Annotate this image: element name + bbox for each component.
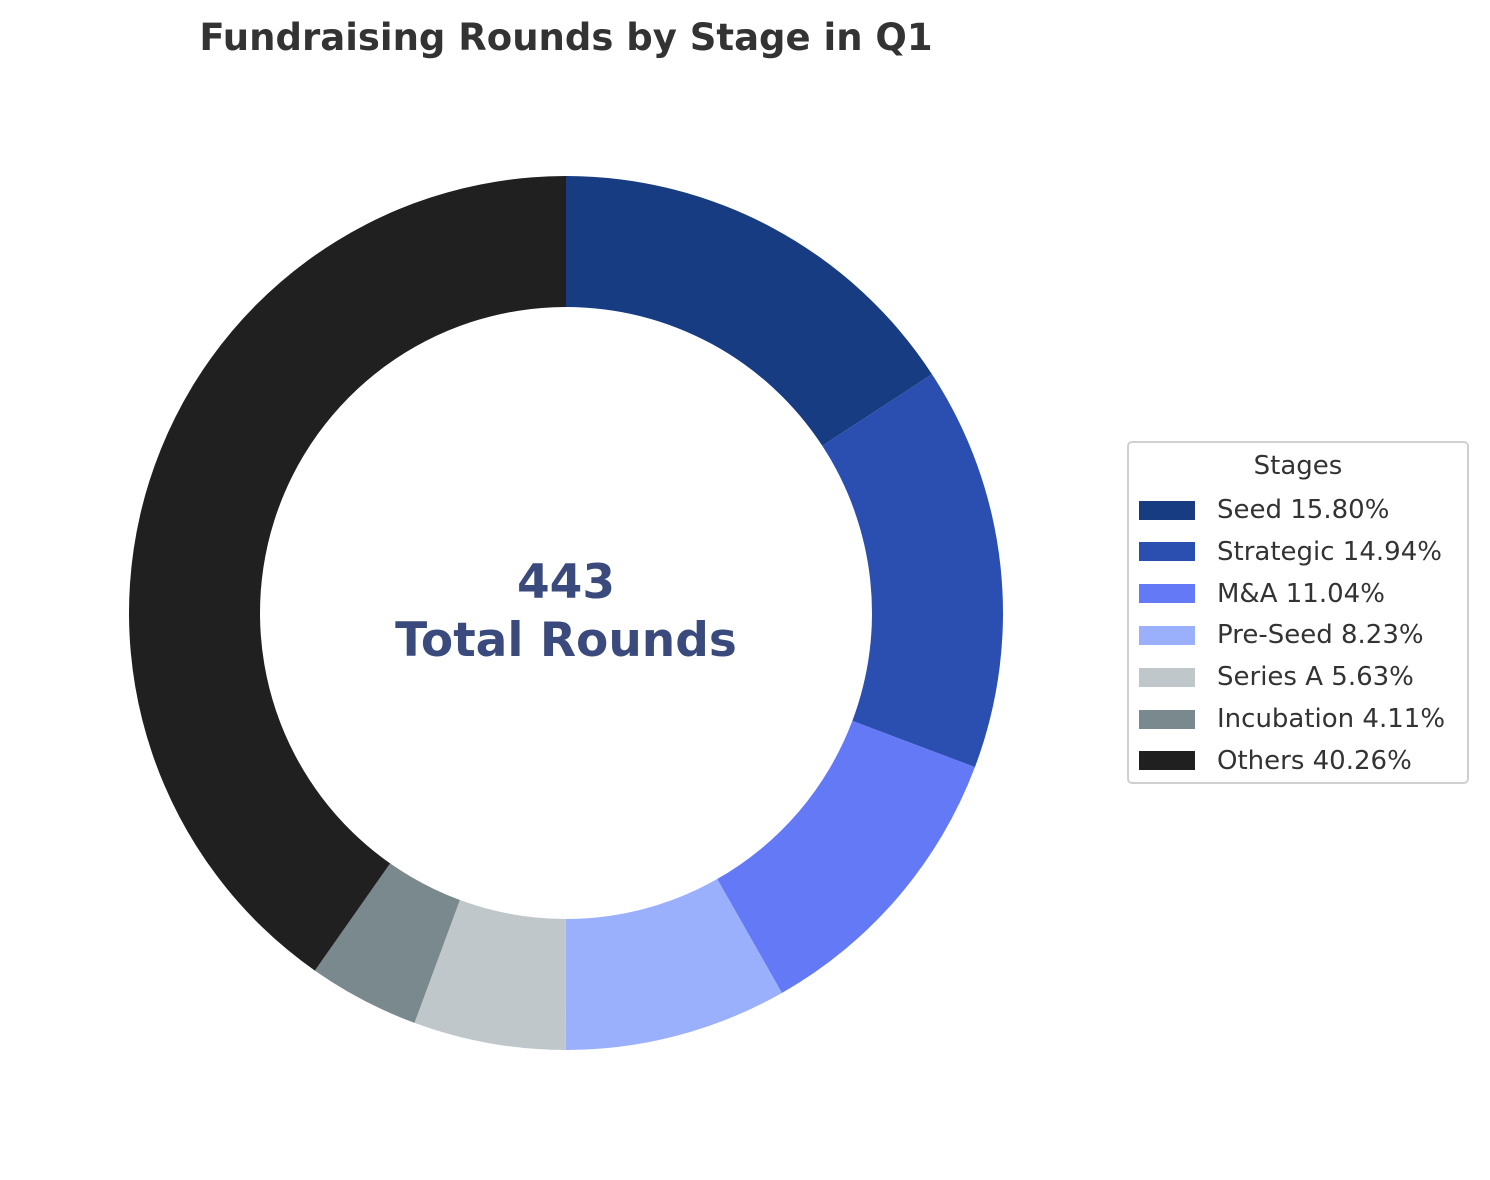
legend-label: M&A 11.04% [1217,578,1385,609]
center-total-label: Total Rounds [395,613,737,668]
slice-series-a [414,900,566,1050]
slice-m-a [717,720,975,993]
legend-item: Others 40.26% [1139,746,1412,776]
legend-swatch [1139,709,1195,729]
legend-item: M&A 11.04% [1139,579,1385,609]
slice-seed [566,176,932,446]
legend-item: Series A 5.63% [1139,662,1414,692]
legend-item: Strategic 14.94% [1139,537,1442,567]
legend-swatch [1139,667,1195,687]
slice-others [129,176,567,971]
legend-item: Incubation 4.11% [1139,704,1445,734]
legend-swatch [1139,751,1195,771]
legend-swatch [1139,500,1195,520]
legend: Stages Seed 15.80% Strategic 14.94% M&A 11… [1127,441,1469,784]
chart-title: Fundraising Rounds by Stage in Q1 [199,16,932,59]
legend-label: Seed 15.80% [1217,495,1390,525]
legend-label: Others 40.26% [1217,745,1412,776]
legend-swatch [1139,625,1195,645]
legend-label: Incubation 4.11% [1217,704,1446,734]
legend-swatch [1139,542,1195,562]
legend-item: Seed 15.80% [1139,495,1389,525]
legend-label: Strategic 14.94% [1217,536,1442,567]
slice-strategic [822,374,1003,768]
legend-label: Pre-Seed 8.23% [1217,620,1424,651]
slice-incubation [314,863,460,1023]
legend-title: Stages [1253,451,1343,481]
legend-label: Series A 5.63% [1217,662,1414,693]
center-total-value: 443 [517,555,615,610]
legend-swatch [1139,584,1195,604]
legend-item: Pre-Seed 8.23% [1139,620,1424,650]
slice-pre-seed [565,879,782,1051]
slices-group [129,176,1003,1051]
